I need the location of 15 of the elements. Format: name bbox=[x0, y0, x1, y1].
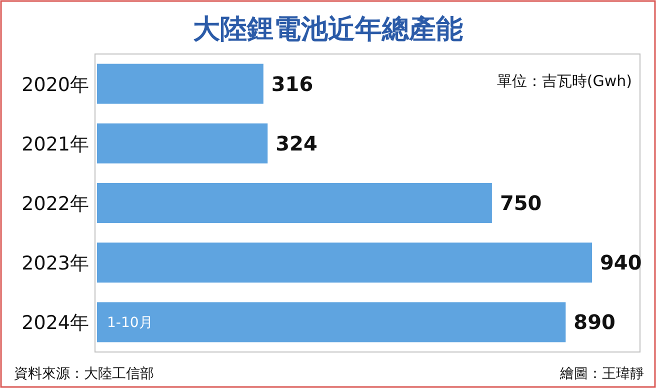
annotation: 1-10月 bbox=[107, 315, 153, 332]
y-tick-label: 2023年 bbox=[22, 252, 89, 275]
y-tick-label: 2021年 bbox=[22, 133, 89, 156]
data-label: 316 bbox=[271, 72, 314, 96]
text: 繪圖：王瑋靜 bbox=[559, 366, 644, 382]
y-tick-label: 2020年 bbox=[22, 74, 89, 96]
data-label: 324 bbox=[276, 131, 318, 156]
y-tick-label: 2024年 bbox=[22, 312, 89, 334]
data-label: 890 bbox=[574, 310, 616, 334]
chart-title: 大陸鋰電池近年總產能 bbox=[193, 14, 463, 45]
source-note: 資料來源：大陸工信部 bbox=[14, 366, 154, 382]
annotation: 單位：吉瓦時(Gwh) bbox=[496, 72, 632, 90]
data-label: 940 bbox=[600, 250, 642, 275]
data-label: 750 bbox=[500, 191, 542, 215]
y-tick-label: 2022年 bbox=[22, 193, 89, 215]
